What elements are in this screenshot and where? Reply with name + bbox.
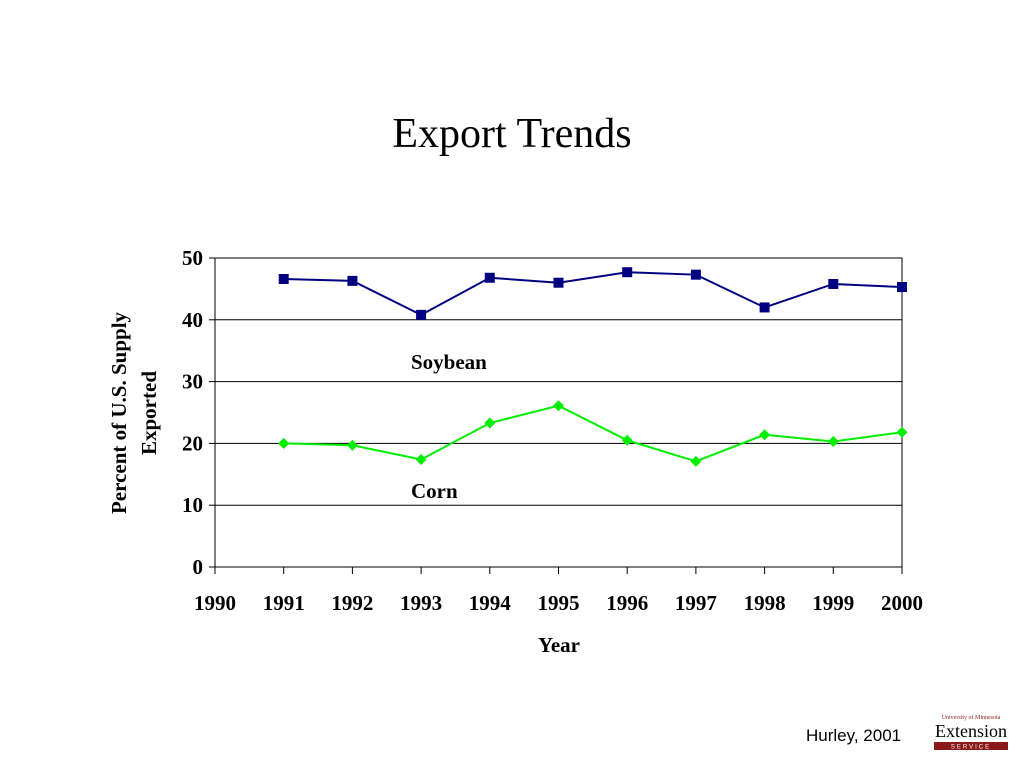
series-label-corn: Corn: [411, 479, 458, 503]
extension-logo: University of Minnesota Extension SERVIC…: [934, 714, 1008, 751]
point-corn-1993: [415, 453, 427, 465]
logo-top-line: University of Minnesota: [942, 714, 1001, 721]
x-tick-label-1993: 1993: [400, 591, 442, 615]
y-tick-label-10: 10: [182, 493, 203, 517]
series-group: [278, 267, 908, 467]
point-soybean-1996: [622, 267, 633, 278]
x-tick-label-1998: 1998: [744, 591, 786, 615]
series-label-soybean: Soybean: [411, 350, 487, 374]
point-soybean-1998: [759, 302, 770, 313]
point-corn-1994: [484, 417, 496, 429]
x-tick-label-1991: 1991: [263, 591, 305, 615]
point-soybean-1993: [416, 309, 427, 320]
plot-area-frame: [214, 257, 903, 568]
point-corn-1999: [827, 436, 839, 448]
x-tick-label-1990: 1990: [194, 591, 236, 615]
y-tick-label-30: 30: [182, 370, 203, 394]
slide-title: Export Trends: [392, 111, 632, 157]
x-axis: 1990 1991 1992 1993 1994 1995 1996 1997 1998 1999…: [194, 567, 923, 615]
point-corn-2000: [896, 426, 908, 438]
point-soybean-1992: [347, 275, 358, 286]
x-tick-label-1996: 1996: [606, 591, 648, 615]
gridlines: [215, 257, 902, 506]
point-corn-1991: [278, 437, 290, 449]
x-tick-label-1995: 1995: [538, 591, 580, 615]
y-axis: 0 10 20 30 40 50: [182, 246, 215, 579]
x-tick-label-1994: 1994: [469, 591, 512, 615]
x-tick-label-1997: 1997: [675, 591, 717, 615]
point-soybean-1997: [690, 269, 701, 280]
point-corn-1995: [553, 400, 564, 412]
x-axis-title: Year: [538, 633, 580, 657]
point-corn-1996: [621, 434, 633, 446]
y-axis-title-line1: Percent of U.S. Supply: [107, 311, 131, 514]
point-corn-1992: [346, 439, 358, 451]
x-tick-label-2000: 2000: [881, 591, 923, 615]
point-soybean-1994: [484, 272, 495, 283]
series-line-soybean: [283, 271, 903, 316]
point-soybean-1999: [828, 278, 839, 289]
x-tick-label-1992: 1992: [331, 591, 373, 615]
series-line-corn: [283, 404, 903, 463]
y-tick-label-20: 20: [182, 431, 203, 455]
y-tick-label-40: 40: [182, 308, 203, 332]
x-tick-label-1999: 1999: [812, 591, 854, 615]
point-soybean-1991: [278, 274, 289, 285]
y-axis-title-line2: Exported: [137, 371, 161, 455]
y-tick-label-50: 50: [182, 246, 203, 270]
point-soybean-2000: [897, 282, 907, 293]
y-tick-label-0: 0: [193, 555, 204, 579]
logo-main-text: Extension: [935, 721, 1007, 741]
point-soybean-1995: [553, 277, 564, 288]
point-corn-1998: [759, 429, 771, 441]
point-corn-1997: [690, 455, 702, 467]
logo-bottom-line: SERVICE: [951, 745, 991, 751]
source-credit: Hurley, 2001: [806, 726, 902, 745]
